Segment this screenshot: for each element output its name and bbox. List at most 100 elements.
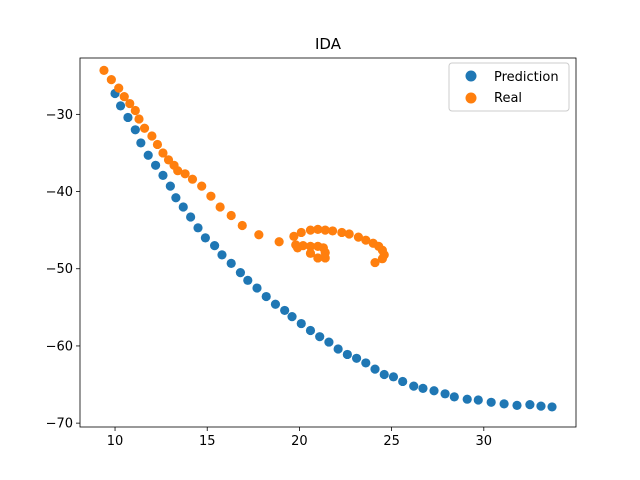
prediction-point-4 bbox=[136, 138, 146, 148]
real-point-38 bbox=[370, 257, 380, 268]
real-point-7 bbox=[139, 123, 150, 133]
x-tick-label: 10 bbox=[107, 434, 124, 449]
prediction-point-34 bbox=[388, 372, 399, 382]
real-point-0 bbox=[99, 65, 109, 75]
prediction-point-23 bbox=[287, 312, 297, 322]
prediction-point-25 bbox=[305, 325, 316, 336]
real-point-5 bbox=[130, 105, 140, 116]
prediction-point-24 bbox=[296, 318, 306, 329]
real-point-24 bbox=[296, 227, 306, 238]
legend-label-real: Real bbox=[494, 91, 522, 106]
real-point-14 bbox=[180, 169, 190, 179]
prediction-point-29 bbox=[342, 349, 352, 360]
legend-label-prediction: Prediction bbox=[494, 70, 559, 85]
real-point-45 bbox=[320, 253, 330, 263]
prediction-point-48 bbox=[547, 402, 557, 412]
real-point-17 bbox=[206, 191, 216, 201]
prediction-point-12 bbox=[193, 223, 203, 233]
real-point-20 bbox=[237, 220, 247, 231]
x-tick-label: 20 bbox=[291, 434, 308, 449]
legend-box bbox=[448, 62, 570, 112]
real-point-48 bbox=[292, 243, 303, 253]
y-tick-label: −40 bbox=[46, 185, 73, 200]
legend-marker-real bbox=[465, 92, 477, 104]
real-point-37 bbox=[377, 254, 387, 264]
prediction-point-10 bbox=[178, 202, 188, 212]
prediction-point-18 bbox=[243, 275, 253, 285]
prediction-point-33 bbox=[379, 369, 389, 380]
real-point-19 bbox=[226, 210, 236, 221]
prediction-point-5 bbox=[143, 150, 153, 160]
real-point-26 bbox=[313, 224, 323, 234]
x-tick-label: 25 bbox=[383, 434, 400, 449]
prediction-point-41 bbox=[462, 394, 472, 404]
real-point-15 bbox=[187, 174, 198, 184]
real-point-28 bbox=[328, 226, 338, 236]
prediction-point-35 bbox=[398, 376, 408, 387]
real-point-30 bbox=[344, 229, 354, 239]
prediction-point-19 bbox=[252, 283, 262, 293]
real-point-22 bbox=[274, 237, 284, 247]
prediction-point-7 bbox=[158, 170, 168, 180]
real-point-32 bbox=[361, 235, 371, 245]
y-tick-label: −70 bbox=[46, 417, 73, 432]
prediction-point-47 bbox=[536, 401, 546, 411]
real-point-46 bbox=[305, 248, 316, 258]
real-point-10 bbox=[158, 148, 168, 158]
prediction-point-3 bbox=[130, 125, 140, 135]
prediction-point-15 bbox=[217, 250, 227, 260]
prediction-point-36 bbox=[409, 381, 419, 391]
prediction-point-39 bbox=[440, 389, 450, 399]
prediction-point-20 bbox=[261, 291, 271, 302]
prediction-point-44 bbox=[499, 399, 509, 409]
y-tick-label: −60 bbox=[46, 339, 73, 354]
prediction-point-8 bbox=[165, 181, 175, 191]
data-points bbox=[99, 65, 557, 412]
prediction-point-28 bbox=[333, 344, 343, 354]
x-axis-ticks: 10 15 20 25 30 bbox=[107, 427, 492, 449]
prediction-point-9 bbox=[171, 193, 181, 203]
real-point-2 bbox=[114, 83, 124, 93]
prediction-point-43 bbox=[486, 397, 496, 407]
plot-background bbox=[80, 58, 576, 427]
prediction-point-21 bbox=[270, 299, 281, 309]
prediction-point-16 bbox=[226, 258, 236, 268]
real-point-29 bbox=[337, 227, 347, 238]
real-point-1 bbox=[106, 75, 116, 85]
prediction-point-31 bbox=[361, 358, 371, 368]
prediction-point-37 bbox=[418, 383, 428, 393]
prediction-point-1 bbox=[115, 101, 126, 111]
x-tick-label: 30 bbox=[476, 434, 493, 449]
real-point-18 bbox=[215, 202, 225, 212]
prediction-point-40 bbox=[449, 392, 459, 402]
real-point-13 bbox=[173, 166, 183, 176]
prediction-point-27 bbox=[324, 337, 334, 347]
prediction-point-14 bbox=[210, 240, 220, 251]
real-point-25 bbox=[305, 225, 316, 235]
real-point-23 bbox=[289, 231, 299, 241]
chart-title: IDA bbox=[315, 35, 342, 53]
legend: Prediction Real bbox=[448, 62, 570, 112]
real-point-47 bbox=[313, 253, 323, 263]
real-point-6 bbox=[134, 114, 144, 124]
real-point-9 bbox=[152, 139, 163, 150]
prediction-point-45 bbox=[512, 400, 522, 410]
prediction-point-26 bbox=[315, 332, 325, 342]
real-point-16 bbox=[197, 181, 207, 191]
axes-frame bbox=[79, 57, 577, 428]
y-tick-label: −50 bbox=[46, 262, 73, 277]
prediction-point-2 bbox=[123, 112, 133, 123]
prediction-point-17 bbox=[235, 268, 246, 278]
real-point-3 bbox=[119, 92, 129, 102]
prediction-point-22 bbox=[280, 305, 290, 316]
prediction-point-38 bbox=[429, 386, 439, 396]
y-axis-ticks: −70 −60 −50 −40 −30 bbox=[46, 108, 80, 432]
plot-area bbox=[80, 58, 576, 427]
real-point-27 bbox=[320, 225, 330, 235]
real-point-21 bbox=[254, 230, 264, 240]
prediction-point-46 bbox=[525, 400, 535, 410]
prediction-point-13 bbox=[200, 233, 210, 243]
real-point-4 bbox=[125, 98, 135, 109]
prediction-point-6 bbox=[151, 160, 161, 170]
